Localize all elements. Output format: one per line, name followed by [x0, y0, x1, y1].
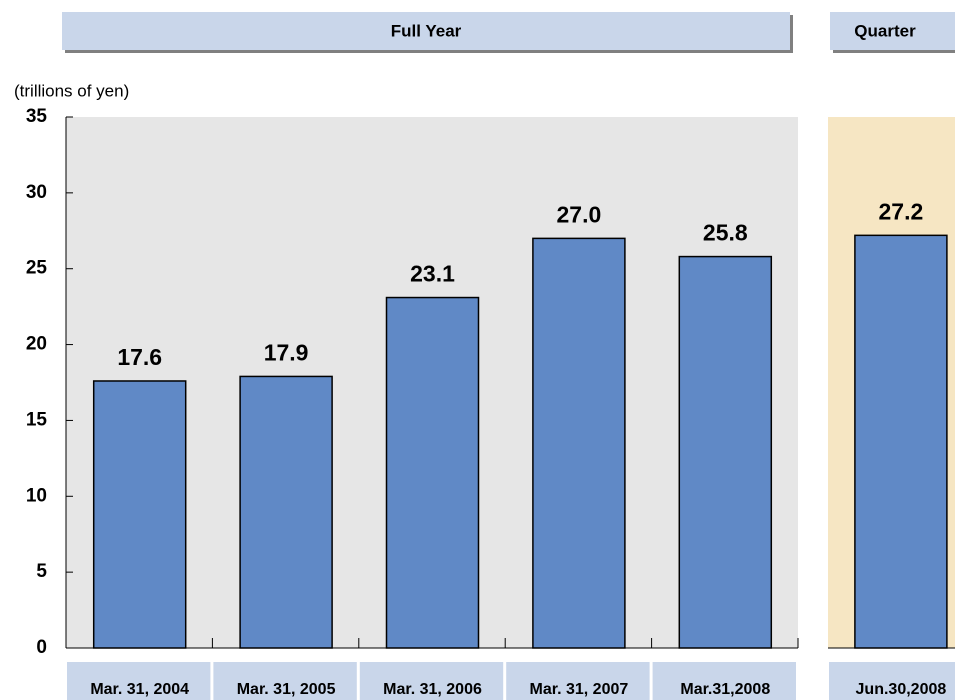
- category-box: [67, 662, 211, 700]
- y-tick-label: 30: [26, 182, 47, 203]
- y-tick-label: 35: [26, 106, 48, 127]
- x-tick-label: Mar. 31, 2004: [90, 681, 189, 698]
- panel-title: Quarter: [854, 21, 916, 40]
- value-label: 27.2: [879, 198, 924, 224]
- x-tick-label: Mar. 31, 2005: [237, 681, 336, 698]
- value-label: 23.1: [410, 261, 455, 287]
- bar: [532, 237, 626, 649]
- y-tick-label: 25: [26, 258, 48, 279]
- value-label: 17.9: [264, 340, 309, 366]
- y-tick-label: 5: [36, 561, 47, 582]
- bar: [92, 380, 187, 649]
- bar: [854, 234, 948, 649]
- header-bar: [830, 12, 955, 50]
- category-box: [213, 662, 357, 700]
- y-tick-label: 0: [36, 637, 47, 658]
- x-tick-label: Mar.31,2008: [680, 681, 770, 698]
- bar: [239, 375, 333, 649]
- value-label: 25.8: [703, 220, 748, 246]
- category-box: [506, 662, 650, 700]
- panel-title: Full Year: [391, 21, 462, 40]
- x-tick-label: Jun.30,2008: [856, 681, 947, 698]
- category-box: [652, 662, 796, 700]
- value-label: 27.0: [557, 201, 602, 227]
- y-tick-label: 15: [26, 409, 48, 430]
- y-tick-label: 10: [26, 485, 47, 506]
- y-tick-label: 20: [26, 334, 47, 355]
- category-box: [829, 662, 955, 700]
- bar: [385, 296, 480, 649]
- y-axis-label: (trillions of yen): [14, 81, 129, 100]
- value-label: 17.6: [117, 344, 162, 370]
- x-tick-label: Mar. 31, 2007: [530, 681, 629, 698]
- x-tick-label: Mar. 31, 2006: [383, 681, 482, 698]
- category-box: [359, 662, 504, 700]
- bar: [678, 255, 773, 649]
- header-bar: [62, 12, 790, 50]
